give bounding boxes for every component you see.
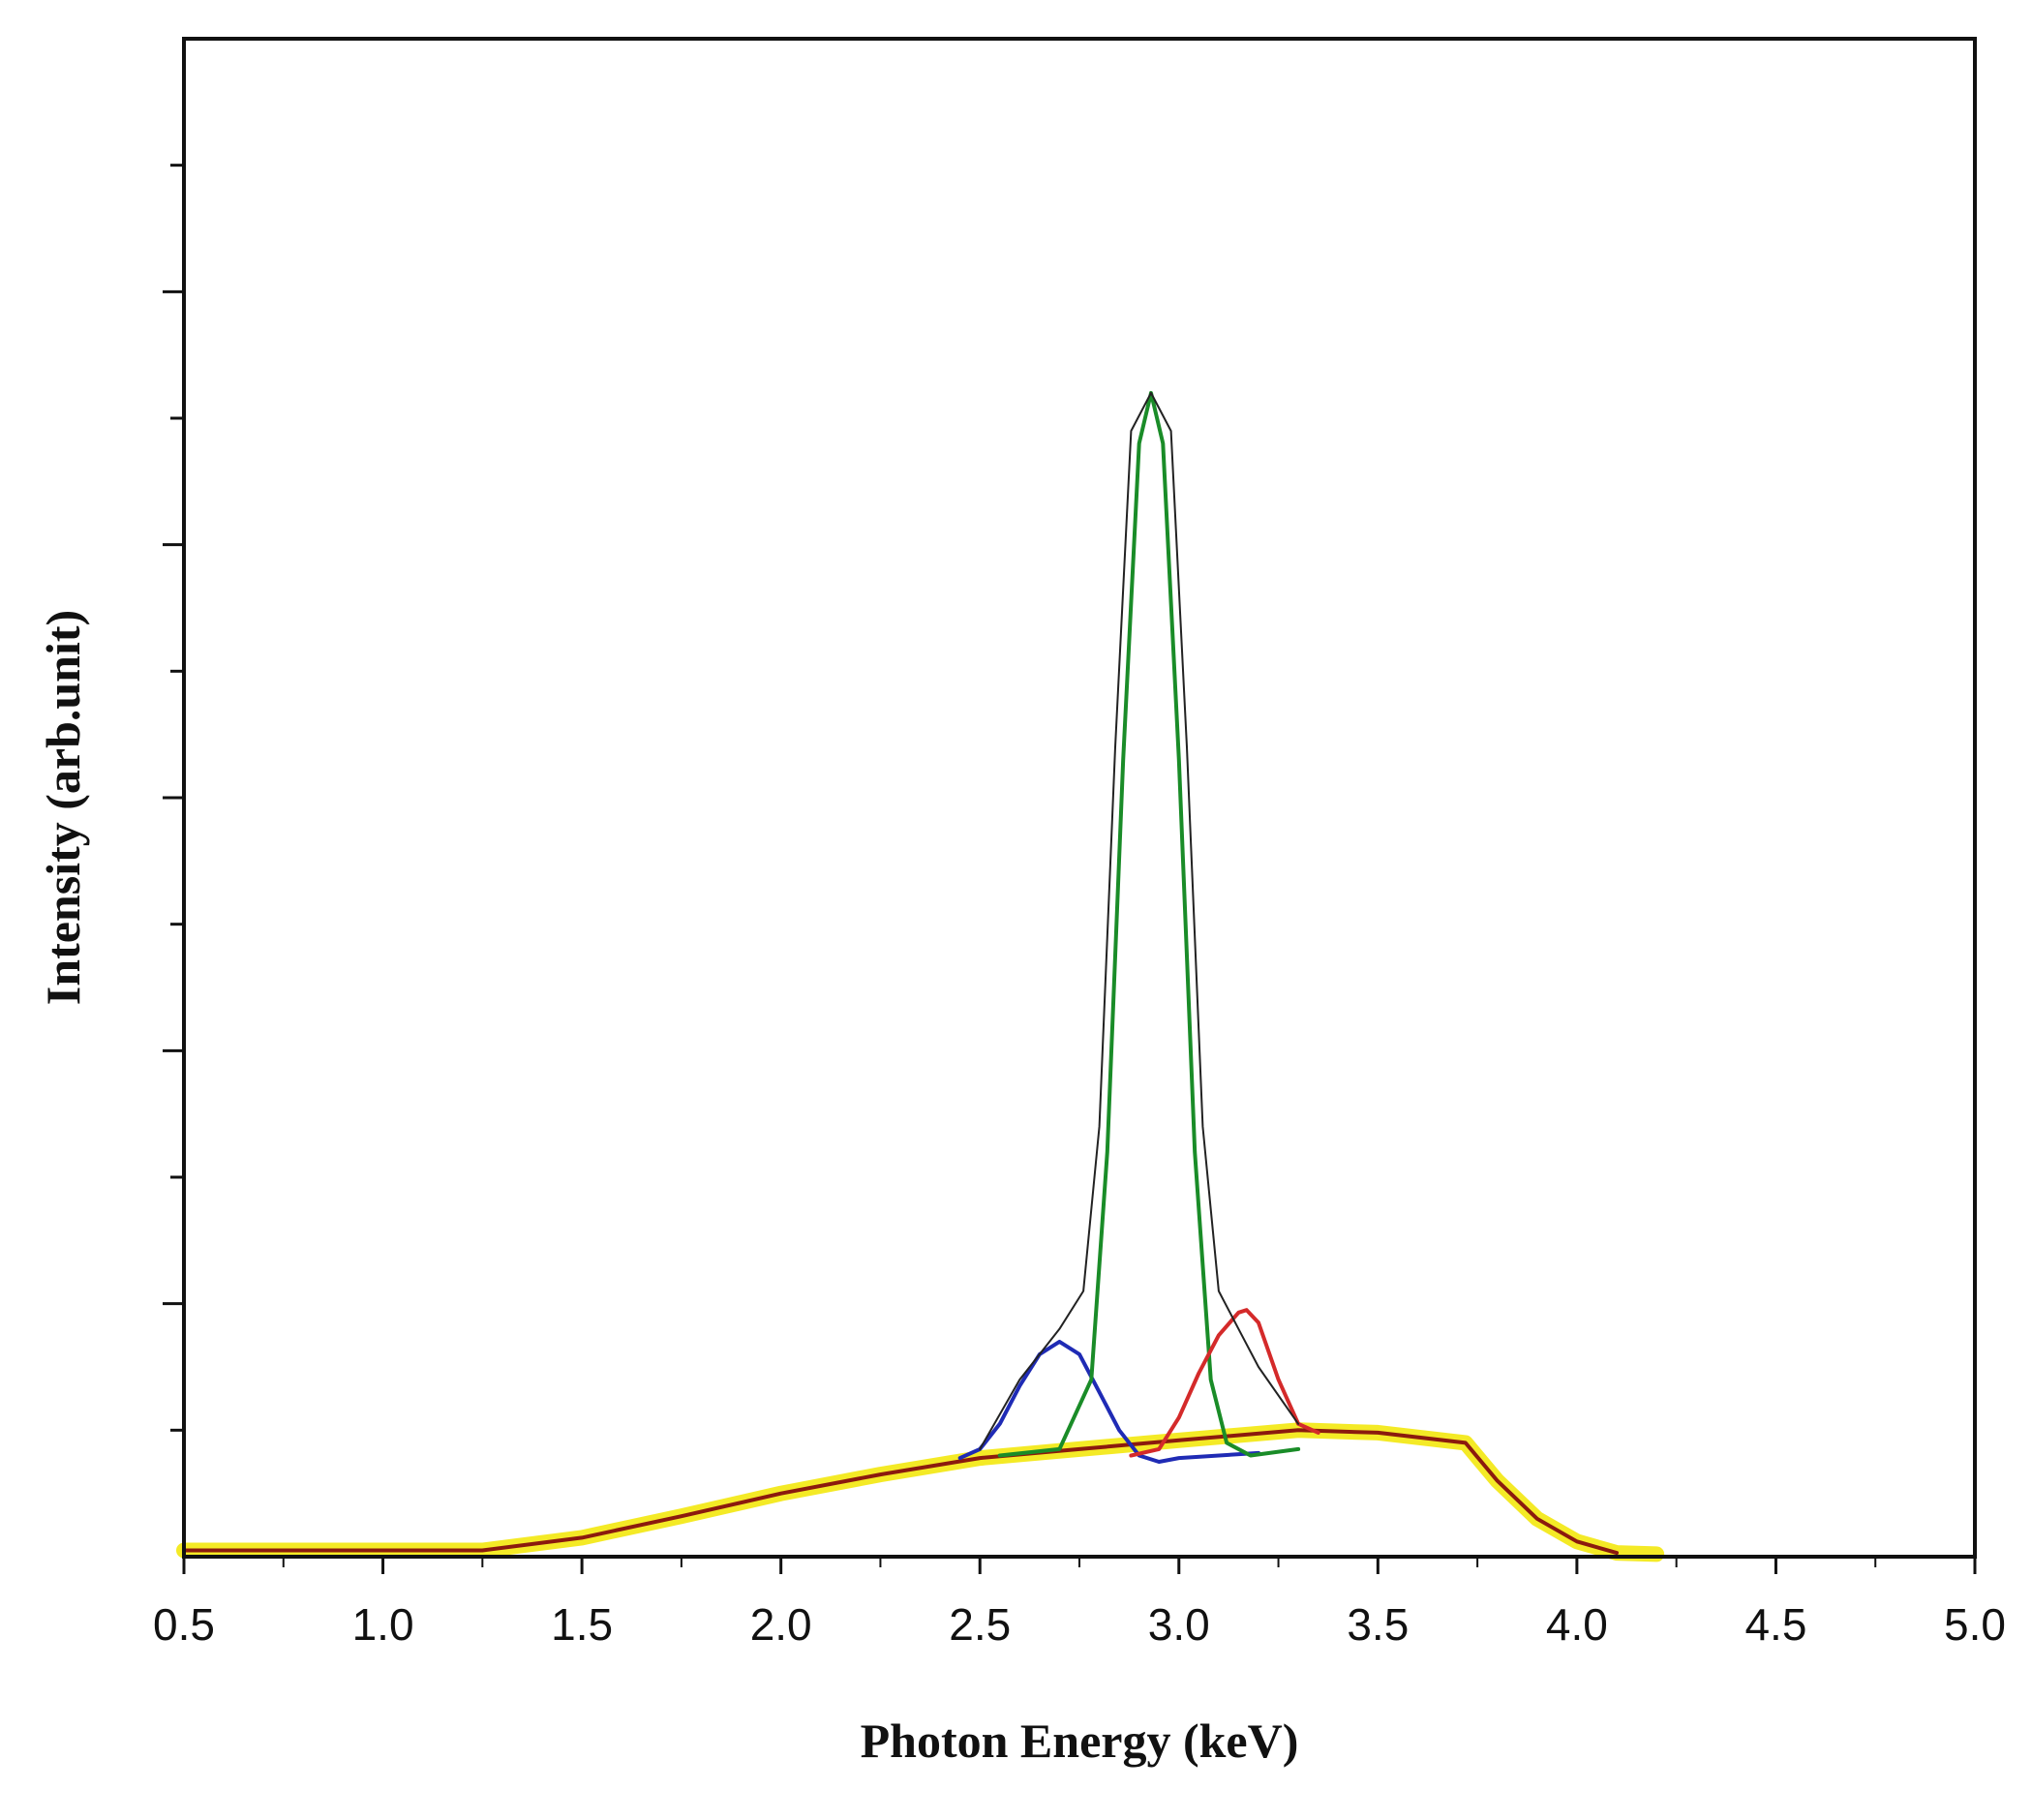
x-tick-label-2: 1.5 [551,1599,613,1650]
y-axis-title: Intensity (arb.unit) [36,610,90,1005]
x-tick-label-4: 2.5 [949,1599,1011,1650]
x-tick-label-3: 2.0 [750,1599,812,1650]
axes: 0.5 1.0 1.5 2.0 2.5 3.0 3.5 4.0 4.5 5.0 [153,37,2006,1650]
series-line-4 [1129,1308,1320,1458]
plot-frame [182,37,1977,1559]
x-tick-label-5: 3.0 [1148,1599,1210,1650]
x-axis-title: Photon Energy (keV) [861,1714,1299,1768]
x-tick-label-9: 5.0 [1944,1599,2006,1650]
series-line-2 [957,1339,1260,1464]
x-tick-label-8: 4.5 [1744,1599,1806,1650]
plot-area [176,390,1665,1562]
x-tick-label-6: 3.5 [1347,1599,1409,1650]
series-line-5 [979,391,1300,1450]
series-line-3 [997,390,1301,1458]
x-tick-label-7: 4.0 [1546,1599,1608,1650]
series-line-1 [182,1428,1619,1556]
x-tick-label-1: 1.0 [352,1599,414,1650]
x-tick-label-0: 0.5 [153,1599,215,1650]
series-line-0 [176,1422,1665,1562]
